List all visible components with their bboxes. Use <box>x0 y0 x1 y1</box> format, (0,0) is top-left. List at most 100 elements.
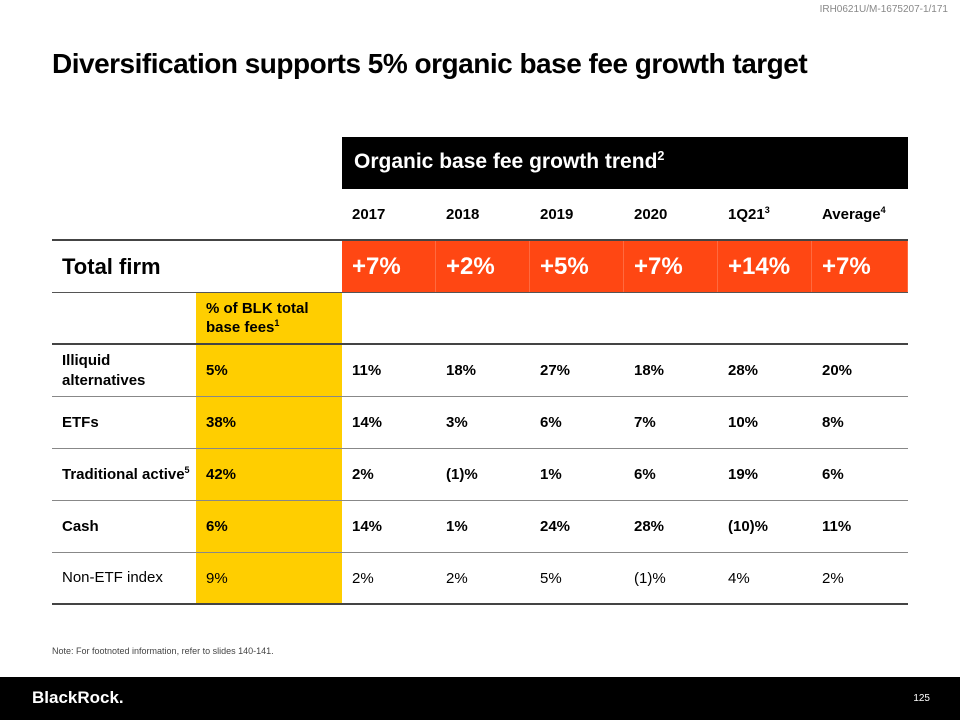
pct-value-text: 9% <box>206 569 228 587</box>
year-header-text: 2017 <box>352 205 386 223</box>
pct-header-text: % of BLK total base fees1 <box>206 299 309 337</box>
growth-value: 18% <box>624 345 718 396</box>
growth-value: (1)% <box>436 449 530 500</box>
row-label-text: Non-ETF index <box>62 569 163 587</box>
growth-value-text: 2% <box>446 569 468 587</box>
footnote-mark: 1 <box>274 318 280 328</box>
page-number: 125 <box>913 693 930 704</box>
row-label: Illiquid alternatives <box>52 345 196 396</box>
blackrock-logo: BlackRock. <box>32 688 124 707</box>
growth-value: 20% <box>812 345 908 396</box>
row-label-text: ETFs <box>62 413 99 431</box>
growth-value: 14% <box>342 397 436 448</box>
year-header: 2020 <box>624 189 718 239</box>
growth-value: 27% <box>530 345 624 396</box>
trend-header-text: Organic base fee growth trend <box>354 150 658 173</box>
growth-value: 10% <box>718 397 812 448</box>
growth-value: 3% <box>436 397 530 448</box>
footnote-mark: 3 <box>764 205 770 215</box>
total-firm-value-text: +7% <box>822 252 871 280</box>
growth-value-text: 2% <box>822 569 844 587</box>
growth-value-text: 27% <box>540 362 571 379</box>
row-label-text: Cash <box>62 517 99 535</box>
table-row: Cash 6% 14% 1% 24% 28% (10)% 11% <box>52 501 908 553</box>
row-label-text: Traditional active5 <box>62 464 190 483</box>
year-header-row: 2017 2018 2019 2020 1Q213 Average4 <box>52 189 908 241</box>
pct-value-text: 6% <box>206 518 228 535</box>
empty-cell <box>196 189 342 239</box>
total-firm-row: Total firm +7% +2% +5% +7% +14% +7% <box>52 241 908 293</box>
pct-value: 38% <box>196 397 342 448</box>
growth-value-text: (10)% <box>728 518 769 535</box>
growth-value-text: 3% <box>446 414 468 431</box>
growth-value-text: 18% <box>446 362 477 379</box>
total-firm-value: +7% <box>624 241 718 292</box>
table-row: Non-ETF index 9% 2% 2% 5% (1)% 4% 2% <box>52 553 908 605</box>
pct-value: 5% <box>196 345 342 396</box>
growth-value: 2% <box>342 449 436 500</box>
growth-value: 24% <box>530 501 624 552</box>
row-label-text: Illiquid alternatives <box>62 352 146 389</box>
total-firm-label-text: Total firm <box>62 253 161 279</box>
growth-value-text: (1)% <box>446 466 478 483</box>
year-header-text: Average4 <box>822 205 886 223</box>
growth-value: 14% <box>342 501 436 552</box>
empty-cell <box>52 293 196 343</box>
pct-value: 6% <box>196 501 342 552</box>
growth-value-text: 11% <box>352 362 382 379</box>
growth-value-text: 14% <box>352 518 383 535</box>
year-header: Average4 <box>812 189 908 239</box>
growth-value: 11% <box>812 501 908 552</box>
growth-value-text: (1)% <box>634 569 666 587</box>
document-code: IRH0621U/M-1675207-1/171 <box>819 4 948 15</box>
trend-header: Organic base fee growth trend2 <box>342 137 908 189</box>
growth-value-text: 2% <box>352 569 374 587</box>
growth-value-text: 8% <box>822 414 844 431</box>
growth-value-text: 1% <box>540 466 562 483</box>
growth-value: 1% <box>436 501 530 552</box>
row-label: Non-ETF index <box>52 553 196 603</box>
row-label: Traditional active5 <box>52 449 196 500</box>
growth-value: 28% <box>624 501 718 552</box>
growth-value: 6% <box>530 397 624 448</box>
empty-cell <box>52 189 196 239</box>
table-row: Traditional active5 42% 2% (1)% 1% 6% 19% 6% <box>52 449 908 501</box>
pct-header-row: % of BLK total base fees1 <box>52 293 908 345</box>
total-firm-value: +5% <box>530 241 624 292</box>
pct-value: 9% <box>196 553 342 603</box>
growth-value-text: 1% <box>446 518 468 535</box>
pct-value-text: 38% <box>206 414 237 431</box>
growth-value-text: 10% <box>728 414 759 431</box>
growth-value: 8% <box>812 397 908 448</box>
growth-value-text: 4% <box>728 569 750 587</box>
footnote-mark: 2 <box>657 149 665 163</box>
pct-value-text: 5% <box>206 362 228 379</box>
row-label: ETFs <box>52 397 196 448</box>
growth-value: 5% <box>530 553 624 603</box>
growth-value-text: 7% <box>634 414 656 431</box>
table-row: ETFs 38% 14% 3% 6% 7% 10% 8% <box>52 397 908 449</box>
pct-value-text: 42% <box>206 466 237 483</box>
row-label: Cash <box>52 501 196 552</box>
total-firm-value: +14% <box>718 241 812 292</box>
year-header: 1Q213 <box>718 189 812 239</box>
year-header: 2018 <box>436 189 530 239</box>
total-firm-value: +7% <box>812 241 908 292</box>
table-row: Illiquid alternatives 5% 11% 18% 27% 18% 28% 20… <box>52 345 908 397</box>
growth-value: 2% <box>342 553 436 603</box>
footnote-note: Note: For footnoted information, refer t… <box>52 646 274 656</box>
year-header: 2017 <box>342 189 436 239</box>
total-firm-value-text: +5% <box>540 252 589 280</box>
year-header-text: 1Q213 <box>728 205 770 223</box>
growth-value: 28% <box>718 345 812 396</box>
growth-value: 18% <box>436 345 530 396</box>
year-header-text: 2018 <box>446 205 480 223</box>
growth-value: (10)% <box>718 501 812 552</box>
pct-value: 42% <box>196 449 342 500</box>
total-firm-value: +2% <box>436 241 530 292</box>
growth-value-text: 20% <box>822 362 853 379</box>
total-firm-value: +7% <box>342 241 436 292</box>
growth-value-text: 6% <box>634 466 656 483</box>
pct-header: % of BLK total base fees1 <box>196 293 342 343</box>
growth-value: 19% <box>718 449 812 500</box>
